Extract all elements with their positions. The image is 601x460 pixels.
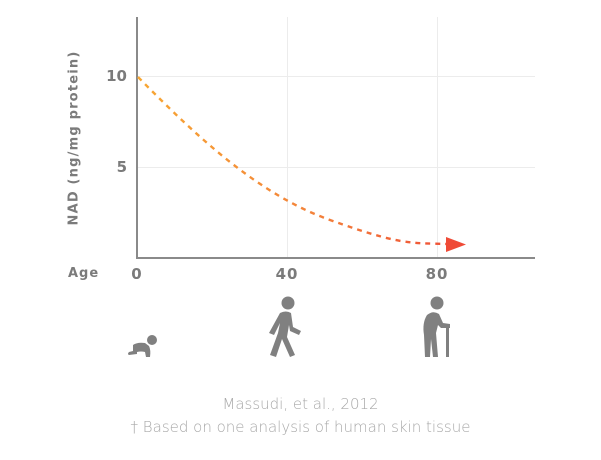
x-axis-label: Age: [68, 266, 100, 281]
grid-lines: [137, 17, 535, 258]
baby-crawling-icon: [128, 335, 157, 357]
x-tick-0: 0: [131, 265, 143, 283]
y-tick-10: 10: [106, 67, 127, 85]
elderly-cane-icon: [423, 296, 450, 357]
y-axis-label: NAD (ng/mg protein): [66, 50, 82, 226]
y-tick-5: 5: [116, 158, 127, 176]
trend-arrowhead: [446, 237, 466, 252]
nad-trend-curve: [137, 76, 449, 246]
source-citation: Massudi, et al., 2012: [222, 395, 379, 413]
chart-plot: [136, 17, 535, 259]
walking-adult-icon: [269, 296, 301, 357]
x-tick-40: 40: [275, 265, 299, 283]
footnote: † Based on one analysis of human skin ti…: [130, 418, 471, 436]
x-tick-80: 80: [425, 265, 449, 283]
